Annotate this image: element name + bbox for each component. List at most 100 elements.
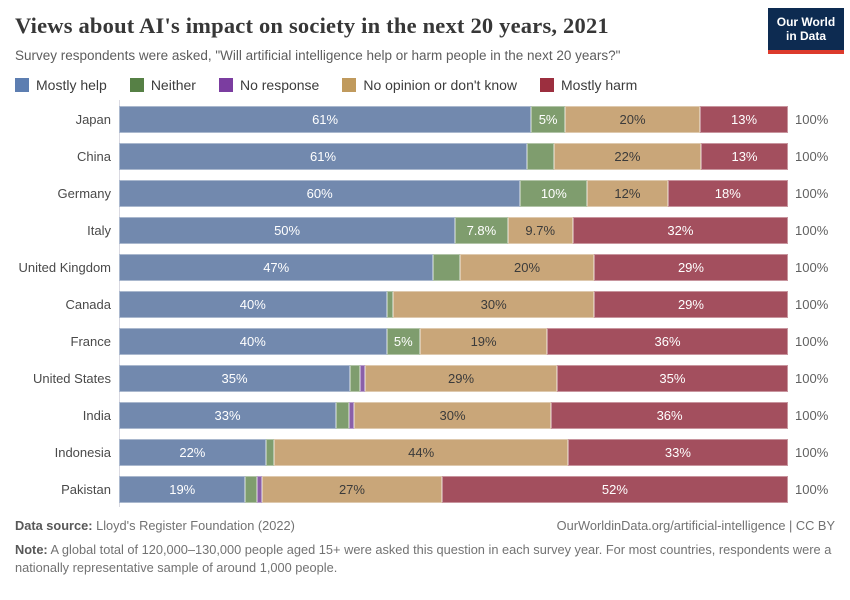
legend-item-mostly-help[interactable]: Mostly help — [15, 77, 107, 93]
legend-item-neither[interactable]: Neither — [129, 77, 196, 93]
bar-track: 35% 29% 35% — [119, 365, 788, 392]
chart-row: Indonesia 22% 44% 33% 100% — [0, 439, 834, 466]
segment-value-label: 22% — [179, 445, 206, 460]
bar-segment-no-response[interactable] — [360, 365, 366, 392]
bar-segment-mostly-help[interactable]: 61% — [119, 143, 528, 170]
segment-value-label: 36% — [654, 334, 681, 349]
legend-item-no-response[interactable]: No response — [218, 77, 319, 93]
bar-segment-mostly-help[interactable]: 22% — [119, 439, 266, 466]
bar-segment-neither[interactable] — [350, 365, 361, 392]
segment-value-label: 12% — [614, 186, 641, 201]
row-total-label: 100% — [795, 371, 829, 386]
footer: Data source: Lloyd's Register Foundation… — [15, 518, 835, 577]
bar-segment-no-opinion[interactable]: 20% — [564, 106, 701, 133]
bar-segment-no-opinion[interactable]: 30% — [393, 291, 594, 318]
segment-value-label: 22% — [614, 149, 641, 164]
bar-segment-neither[interactable]: 5% — [386, 328, 421, 355]
row-total-label: 100% — [795, 445, 829, 460]
bar-segment-no-opinion[interactable]: 9.7% — [507, 217, 573, 244]
bar-segment-neither[interactable]: 5% — [531, 106, 565, 133]
segment-value-label: 40% — [239, 297, 266, 312]
footnote-text: A global total of 120,000–130,000 people… — [15, 542, 832, 576]
bar-segment-mostly-help[interactable]: 47% — [119, 254, 434, 281]
bar-segment-mostly-help[interactable]: 40% — [119, 328, 387, 355]
bar-track: 40% 30% 29% — [119, 291, 788, 318]
bar-segment-mostly-harm[interactable]: 36% — [547, 328, 788, 355]
owid-logo[interactable]: Our World in Data — [768, 8, 844, 54]
bar-track: 61% 5% 20% 13% — [119, 106, 788, 133]
no-response-swatch-icon — [218, 78, 233, 92]
bar-segment-mostly-harm[interactable]: 13% — [701, 143, 788, 170]
bar-segment-no-opinion[interactable]: 20% — [460, 254, 594, 281]
bar-segment-mostly-harm[interactable]: 35% — [556, 365, 788, 392]
country-label: Germany — [57, 186, 111, 201]
bar-segment-no-response[interactable] — [257, 476, 263, 503]
chart-subtitle: Survey respondents were asked, "Will art… — [15, 48, 621, 63]
chart-row: United Kingdom 47% 20% 29% 100% — [0, 254, 834, 281]
legend-item-mostly-harm[interactable]: Mostly harm — [540, 77, 637, 93]
segment-value-label: 52% — [601, 482, 628, 497]
bar-segment-mostly-harm[interactable]: 13% — [700, 106, 788, 133]
row-total-label: 100% — [795, 112, 829, 127]
chart-row: Canada 40% 30% 29% 100% — [0, 291, 834, 318]
bar-segment-neither[interactable] — [433, 254, 461, 281]
bar-segment-no-opinion[interactable]: 30% — [353, 402, 552, 429]
bar-segment-neither[interactable] — [245, 476, 258, 503]
footnote-label: Note: — [15, 542, 48, 557]
row-total-label: 100% — [795, 260, 829, 275]
bar-segment-mostly-harm[interactable]: 29% — [593, 254, 788, 281]
row-total-label: 100% — [795, 482, 829, 497]
bar-track: 50% 7.8% 9.7% 32% — [119, 217, 788, 244]
bar-segment-mostly-help[interactable]: 40% — [119, 291, 387, 318]
country-label: France — [70, 334, 111, 349]
segment-value-label: 61% — [312, 112, 339, 127]
bar-segment-neither[interactable] — [265, 439, 275, 466]
bar-track: 61% 22% 13% — [119, 143, 788, 170]
bar-segment-mostly-help[interactable]: 19% — [119, 476, 246, 503]
country-label: Italy — [87, 223, 111, 238]
bar-segment-mostly-harm[interactable]: 32% — [572, 217, 788, 244]
segment-value-label: 7.8% — [466, 223, 497, 238]
chart-row: China 61% 22% 13% 100% — [0, 143, 834, 170]
segment-value-label: 33% — [214, 408, 241, 423]
bar-segment-mostly-harm[interactable]: 52% — [441, 476, 788, 503]
legend: Mostly help Neither No response No opinion … — [15, 77, 850, 93]
bar-segment-no-opinion[interactable]: 19% — [420, 328, 548, 355]
bar-segment-no-response[interactable] — [349, 402, 354, 429]
segment-value-label: 33% — [664, 445, 691, 460]
bar-track: 19% 27% 52% — [119, 476, 788, 503]
country-label: Canada — [65, 297, 111, 312]
chart-row: Germany 60% 10% 12% 18% 100% — [0, 180, 834, 207]
page-title: Views about AI's impact on society in th… — [15, 13, 609, 38]
bar-segment-no-opinion[interactable]: 22% — [553, 143, 701, 170]
bar-segment-mostly-help[interactable]: 35% — [119, 365, 351, 392]
owid-url-link[interactable]: OurWorldinData.org/artificial-intelligen… — [556, 518, 835, 533]
bar-track: 33% 30% 36% — [119, 402, 788, 429]
bar-segment-no-opinion[interactable]: 27% — [262, 476, 442, 503]
bar-segment-no-opinion[interactable]: 29% — [365, 365, 557, 392]
bar-segment-mostly-harm[interactable]: 33% — [567, 439, 788, 466]
bar-segment-mostly-help[interactable]: 33% — [119, 402, 337, 429]
bar-segment-mostly-harm[interactable]: 29% — [593, 291, 788, 318]
bar-segment-mostly-help[interactable]: 61% — [119, 106, 532, 133]
legend-label: Mostly help — [36, 77, 107, 93]
legend-item-no-opinion[interactable]: No opinion or don't know — [342, 77, 517, 93]
bar-segment-mostly-harm[interactable]: 18% — [667, 180, 788, 207]
bar-segment-neither[interactable] — [386, 291, 394, 318]
no-opinion-swatch-icon — [342, 78, 357, 92]
bar-segment-neither[interactable] — [336, 402, 350, 429]
bar-segment-mostly-help[interactable]: 60% — [119, 180, 521, 207]
bar-segment-mostly-harm[interactable]: 36% — [551, 402, 788, 429]
bar-segment-mostly-help[interactable]: 50% — [119, 217, 456, 244]
row-total-label: 100% — [795, 297, 829, 312]
bar-segment-no-opinion[interactable]: 44% — [274, 439, 568, 466]
bar-segment-no-opinion[interactable]: 12% — [587, 180, 668, 207]
bar-segment-neither[interactable]: 10% — [520, 180, 588, 207]
country-label: Pakistan — [61, 482, 111, 497]
segment-value-label: 13% — [731, 149, 758, 164]
segment-value-label: 40% — [239, 334, 266, 349]
bar-segment-neither[interactable]: 7.8% — [455, 217, 508, 244]
bar-segment-neither[interactable] — [527, 143, 554, 170]
country-label: United Kingdom — [18, 260, 112, 275]
